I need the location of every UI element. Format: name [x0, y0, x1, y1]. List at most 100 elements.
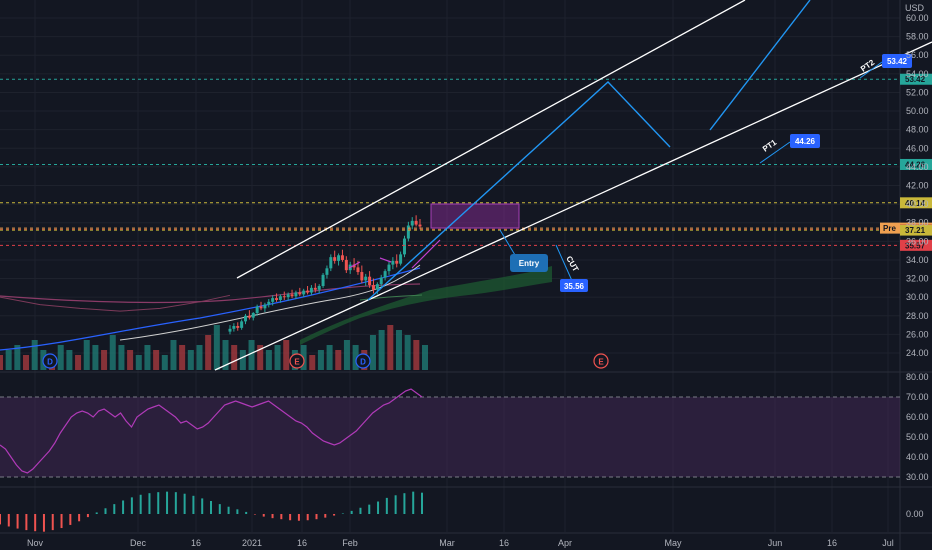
price-tick-label: 36.00 [906, 236, 929, 246]
volume-bar [413, 340, 420, 370]
volume-bar [326, 345, 333, 370]
cloud-fill [300, 266, 552, 345]
price-tick-label: 42.00 [906, 181, 929, 191]
volume-bar [257, 345, 264, 370]
projected-path-1 [367, 81, 671, 301]
volume-bar [404, 335, 411, 370]
osc-tick-label: 60.00 [906, 412, 929, 422]
hist-bar [253, 514, 256, 515]
hist-bar [227, 506, 230, 514]
cut-value-box [560, 279, 588, 292]
ichimoku-cloud [300, 266, 552, 345]
candle-body [399, 254, 403, 264]
pt1-value: 44.26 [795, 137, 816, 146]
hist-bar [69, 514, 72, 525]
time-tick-label: 16 [297, 538, 307, 548]
volume-bar [387, 325, 394, 370]
candle-body [418, 224, 422, 227]
candle-body [325, 268, 329, 275]
volume-bar [205, 335, 212, 370]
hist-bar [113, 504, 116, 514]
candle-body [364, 276, 368, 281]
event-marker [42, 353, 58, 369]
level-tag [900, 197, 932, 209]
hist-bar [51, 514, 54, 531]
level-tag-label: 40.14 [905, 199, 926, 208]
hist-bar [42, 514, 45, 532]
early-price-line [0, 294, 231, 312]
volume-bar [31, 340, 38, 370]
currency-label: USD [905, 3, 925, 13]
hist-bar [130, 497, 133, 514]
hist-bar [183, 493, 186, 514]
price-tick-label: 32.00 [906, 274, 929, 284]
candle-body [232, 326, 236, 329]
time-tick-label: May [664, 538, 682, 548]
level-tag-label: 37.21 [905, 226, 926, 235]
pre-tag-label: Pre [883, 224, 896, 233]
volume-bar [23, 355, 30, 370]
candle-body [247, 315, 251, 318]
time-tick-label: 16 [827, 538, 837, 548]
price-tick-label: 24.00 [906, 348, 929, 358]
hist-bar [78, 514, 81, 522]
hist-bar [289, 514, 292, 521]
level-tag [900, 158, 932, 170]
osc-tick-label: 30.00 [906, 472, 929, 482]
purple-arrow [379, 257, 392, 263]
hist-bar [157, 492, 160, 514]
candle-body [228, 328, 232, 332]
osc-tick-label: 50.00 [906, 432, 929, 442]
candle-body [263, 304, 267, 309]
osc-tick-label: 70.00 [906, 392, 929, 402]
candle-body [406, 225, 410, 239]
volume-bar [309, 355, 316, 370]
candle-body [271, 298, 275, 302]
candle-body [275, 298, 279, 300]
volume-bar [213, 325, 220, 370]
candle-body [352, 264, 356, 268]
price-tick-label: 60.00 [906, 13, 929, 23]
price-tick-label: 48.00 [906, 125, 929, 135]
candle-body [313, 287, 317, 290]
hist-bar [403, 493, 406, 514]
candle-body [294, 292, 298, 297]
price-tick-label: 28.00 [906, 311, 929, 321]
hist-bar [412, 491, 415, 514]
volume-bar [170, 340, 177, 370]
hist-bar [174, 492, 177, 514]
hist-bar [271, 514, 274, 519]
candle-body [290, 294, 294, 297]
candle-body [371, 285, 375, 290]
volume-bar [0, 355, 3, 370]
cloud-edge [359, 294, 423, 301]
price-axis[interactable]: 60.00 58.00 56.00 54.00 52.00 50.00 48.00 46.00… [906, 13, 929, 519]
hist-bar [377, 501, 380, 514]
time-tick-label: 2021 [242, 538, 262, 548]
volume-bar [369, 335, 376, 370]
pt2-value: 53.42 [887, 57, 908, 66]
candle-body [340, 255, 344, 260]
volume-bar [66, 350, 73, 370]
time-tick-label: Apr [558, 538, 572, 548]
time-tick-label: Feb [342, 538, 358, 548]
volume-bar [14, 345, 21, 370]
price-tick-label: 30.00 [906, 292, 929, 302]
volume-bar [187, 350, 194, 370]
volume-bar [101, 350, 108, 370]
volume-bar [231, 345, 238, 370]
candle-body [267, 301, 271, 305]
candle-body [368, 276, 372, 286]
projected-path-2 [709, 0, 811, 131]
pt2-pointer [859, 61, 883, 79]
cut-value: 35.56 [564, 282, 585, 291]
purple-arrow [411, 239, 441, 269]
hist-bar [139, 494, 142, 514]
volume-bar [135, 355, 142, 370]
hist-bar [359, 507, 362, 514]
time-axis[interactable]: Nov Dec 16 2021 16 Feb Mar 16 Apr May Jun 16 Jul [0, 532, 932, 548]
candle-body [286, 294, 290, 298]
